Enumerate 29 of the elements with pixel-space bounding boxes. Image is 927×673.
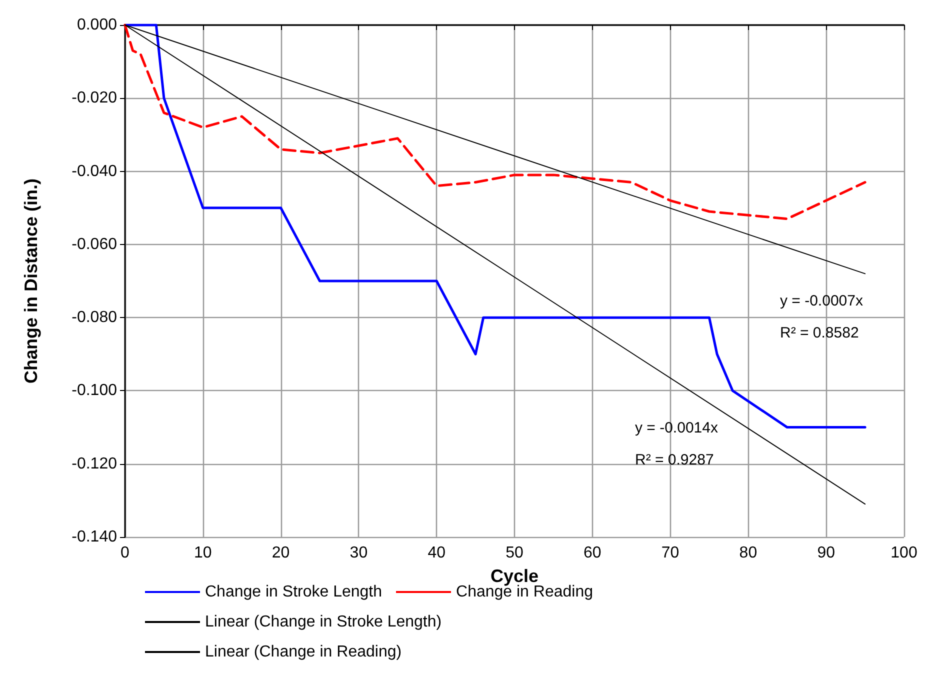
x-tick-label: 100 — [890, 544, 918, 562]
y-tick-label: 0.000 — [76, 16, 118, 34]
y-axis-title: Change in Distance (in.) — [21, 178, 41, 384]
annotation: y = -0.0007x — [780, 292, 864, 310]
annotation: R² = 0.8582 — [780, 324, 859, 342]
y-tick-label: -0.080 — [72, 309, 118, 326]
x-tick-label: 20 — [272, 544, 290, 562]
x-tick-label: 60 — [584, 544, 602, 562]
x-tick-label: 30 — [350, 544, 368, 562]
x-tick-label: 70 — [661, 544, 680, 562]
legend-label: Change in Stroke Length — [205, 584, 382, 600]
x-tick-label: 90 — [817, 544, 836, 562]
legend-label: Linear (Change in Reading) — [205, 644, 402, 660]
x-tick-label: 40 — [428, 544, 446, 562]
x-tick-label: 50 — [506, 544, 524, 562]
annotation: R² = 0.9287 — [635, 452, 714, 468]
y-tick-label: -0.100 — [72, 382, 118, 400]
legend-label: Change in Reading — [456, 584, 594, 600]
y-tick-label: -0.140 — [72, 528, 118, 546]
x-tick-label: 10 — [194, 544, 212, 562]
y-tick-label: -0.120 — [72, 455, 118, 472]
legend-label: Linear (Change in Stroke Length) — [205, 614, 442, 630]
x-tick-label: 0 — [120, 544, 130, 562]
y-tick-label: -0.020 — [72, 90, 118, 107]
y-tick-label: -0.060 — [72, 236, 118, 253]
x-axis-title: Cycle — [490, 566, 539, 586]
annotation: y = -0.0014x — [635, 420, 718, 436]
y-tick-label: -0.040 — [72, 162, 118, 180]
x-tick-label: 80 — [739, 544, 758, 562]
